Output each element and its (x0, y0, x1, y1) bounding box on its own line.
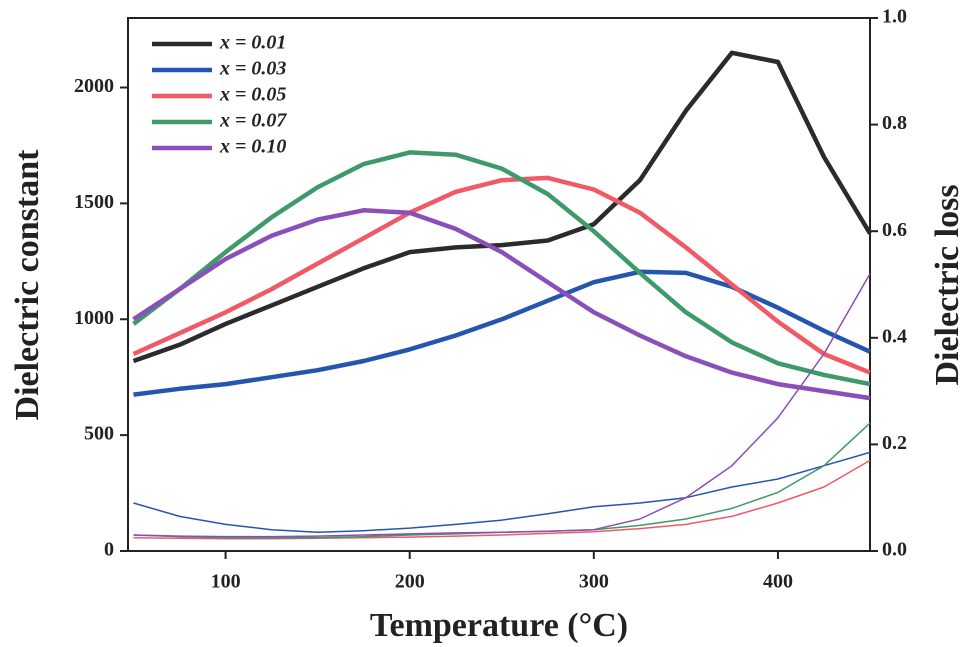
loss-line (133, 273, 871, 538)
legend-label: x = 0.01 (219, 32, 286, 54)
series-line (132, 50, 872, 364)
x-tick-label: 100 (211, 571, 241, 593)
legend-label: x = 0.05 (219, 84, 286, 106)
legend-label: x = 0.03 (219, 58, 286, 80)
legend-label: x = 0.07 (219, 110, 287, 132)
series-line (132, 175, 871, 375)
y-tick-label: 1000 (74, 307, 114, 329)
y-axis-title: Dielectric constant (9, 149, 46, 421)
y-tick-label: 2000 (74, 75, 114, 97)
y2-tick-label: 0.4 (882, 325, 907, 347)
x-tick-label: 300 (579, 571, 609, 593)
y2-tick-label: 0.2 (882, 432, 907, 454)
x-tick-label: 200 (395, 571, 425, 593)
y2-tick-label: 1.0 (882, 6, 907, 28)
plot-frame (127, 17, 871, 552)
y-tick-label: 1500 (74, 191, 114, 213)
y2-tick-label: 0.8 (882, 112, 907, 134)
loss-line (133, 451, 871, 534)
y-tick-label: 500 (84, 423, 114, 445)
series-line (132, 150, 871, 387)
x-axis-title: Temperature (°C) (370, 607, 628, 644)
loss-line (133, 459, 871, 540)
series-line (133, 269, 871, 397)
y2-axis-title: Dielectric loss (929, 184, 966, 385)
y-tick-label: 0 (104, 539, 114, 561)
x-tick-label: 400 (763, 571, 793, 593)
y2-tick-label: 0.6 (882, 219, 907, 241)
y2-tick-label: 0.0 (882, 539, 907, 561)
legend-label: x = 0.10 (219, 136, 286, 158)
series-line (132, 208, 871, 401)
